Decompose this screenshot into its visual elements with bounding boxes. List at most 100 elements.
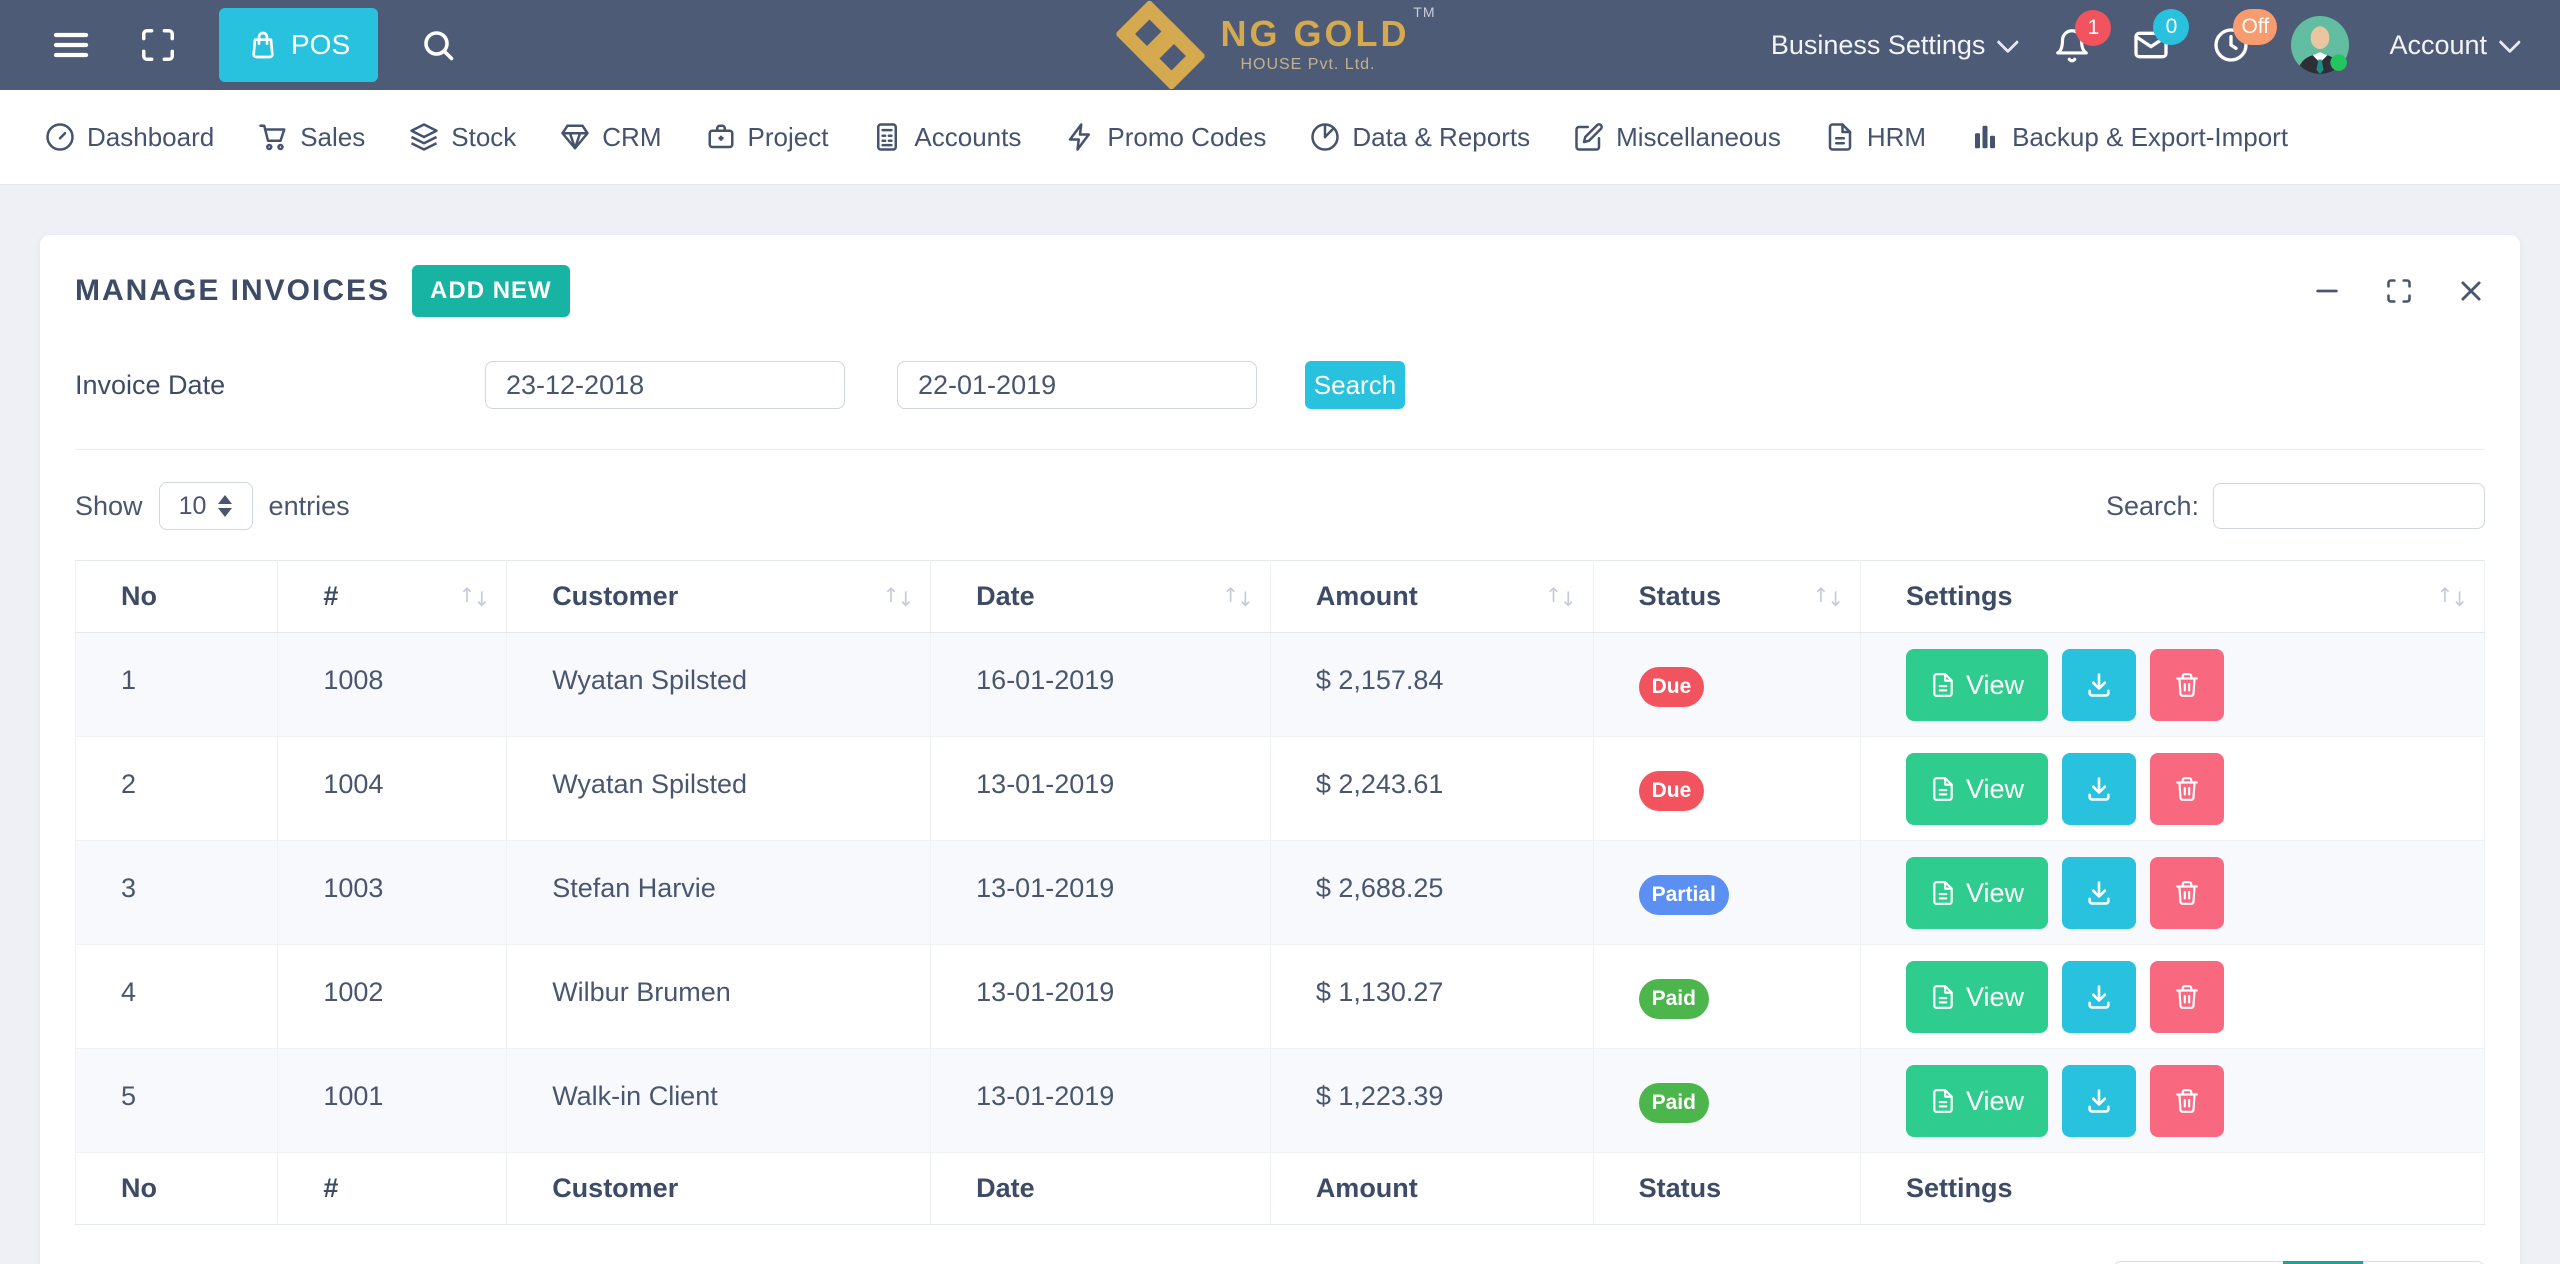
delete-button[interactable] xyxy=(2150,1065,2225,1137)
menu-item-sales[interactable]: Sales xyxy=(258,122,365,153)
download-button[interactable] xyxy=(2062,857,2137,929)
invoices-table: No # Customer Date Amount Status Setting… xyxy=(74,560,2485,1225)
delete-button[interactable] xyxy=(2150,753,2225,825)
download-button[interactable] xyxy=(2062,961,2137,1033)
date-from-input[interactable] xyxy=(485,361,845,409)
download-button[interactable] xyxy=(2062,649,2137,721)
col-header-status[interactable]: Status xyxy=(1592,560,1862,633)
menu-item-backup-export-import[interactable]: Backup & Export-Import xyxy=(1970,122,2288,153)
fullscreen-icon[interactable] xyxy=(139,26,177,64)
search-icon[interactable] xyxy=(420,27,456,63)
notifications-button[interactable]: 1 xyxy=(2053,10,2112,64)
col-header-customer[interactable]: Customer xyxy=(506,560,932,633)
download-button[interactable] xyxy=(2062,753,2137,825)
invoice-row: 1 1008 Wyatan Spilsted 16-01-2019 $ 2,157.84… xyxy=(74,632,2485,737)
bar-chart-icon xyxy=(1970,122,2000,152)
col-header-settings[interactable]: Settings xyxy=(1860,560,2485,633)
divider xyxy=(75,449,2485,450)
invoice-row: 5 1001 Walk-in Client 13-01-2019 $ 1,223.39 P… xyxy=(74,1048,2485,1153)
status-badge: Due xyxy=(1638,667,1705,707)
menu-item-dashboard[interactable]: Dashboard xyxy=(45,122,214,153)
menu-item-stock[interactable]: Stock xyxy=(409,122,516,153)
date-to-input[interactable] xyxy=(897,361,1257,409)
cell-customer: Stefan Harvie xyxy=(506,840,932,945)
view-button[interactable]: View xyxy=(1906,1065,2049,1137)
cell-ref: 1008 xyxy=(277,632,508,737)
show-label: Show xyxy=(75,490,143,521)
business-settings-label: Business Settings xyxy=(1770,29,1986,60)
menu-item-miscellaneous[interactable]: Miscellaneous xyxy=(1574,122,1781,153)
cell-date: 13-01-2019 xyxy=(930,1048,1271,1153)
view-button[interactable]: View xyxy=(1906,649,2049,721)
message-count-badge: 0 xyxy=(2153,9,2190,45)
invoice-row: 4 1002 Wilbur Brumen 13-01-2019 $ 1,130.27 Pa… xyxy=(74,944,2485,1049)
menu-item-accounts[interactable]: Accounts xyxy=(872,122,1021,153)
menu-item-crm[interactable]: CRM xyxy=(560,122,662,153)
zap-icon xyxy=(1065,122,1095,152)
avatar[interactable] xyxy=(2291,16,2350,74)
col-header-no[interactable]: No xyxy=(74,560,279,633)
account-dropdown[interactable]: Account xyxy=(2389,29,2522,61)
cell-no: 3 xyxy=(74,840,279,945)
sort-icon xyxy=(1545,585,1577,609)
entries-select[interactable]: 10 xyxy=(158,482,253,530)
dashboard-icon xyxy=(45,122,75,152)
download-button[interactable] xyxy=(2062,1065,2137,1137)
cell-amount: $ 2,243.61 xyxy=(1269,736,1594,841)
filter-search-button[interactable]: Search xyxy=(1305,361,1405,409)
menu-item-data-reports[interactable]: Data & Reports xyxy=(1310,122,1530,153)
cell-date: 16-01-2019 xyxy=(930,632,1271,737)
menu-item-hrm[interactable]: HRM xyxy=(1825,122,1926,153)
view-button[interactable]: View xyxy=(1906,961,2049,1033)
view-button[interactable]: View xyxy=(1906,753,2049,825)
business-settings-dropdown[interactable]: Business Settings xyxy=(1770,29,2020,61)
menu-item-promo-codes[interactable]: Promo Codes xyxy=(1065,122,1266,153)
cell-status: Due xyxy=(1592,736,1862,841)
close-icon[interactable] xyxy=(2457,277,2485,305)
collapse-icon[interactable] xyxy=(2313,277,2341,305)
cell-amount: $ 1,223.39 xyxy=(1269,1048,1594,1153)
col-header-amount[interactable]: Amount xyxy=(1269,560,1594,633)
col-header-date[interactable]: Date xyxy=(930,560,1271,633)
trash-icon xyxy=(2174,1088,2200,1114)
footer-col-no: No xyxy=(74,1152,279,1225)
shopping-bag-icon xyxy=(247,29,279,61)
manage-invoices-panel: MANAGE INVOICES ADD NEW Invoice Date Sea… xyxy=(40,235,2520,1264)
menu-item-project[interactable]: Project xyxy=(706,122,828,153)
calculator-icon xyxy=(872,122,902,152)
pie-chart-icon xyxy=(1310,122,1340,152)
cell-status: Paid xyxy=(1592,1048,1862,1153)
menu-icon[interactable] xyxy=(45,25,97,65)
invoice-date-label: Invoice Date xyxy=(75,369,226,400)
cell-customer: Walk-in Client xyxy=(506,1048,932,1153)
messages-button[interactable]: 0 xyxy=(2131,9,2190,65)
file-text-icon xyxy=(1825,122,1855,152)
clock-button[interactable]: Off xyxy=(2211,9,2278,65)
expand-icon[interactable] xyxy=(2385,277,2413,305)
sort-icon xyxy=(1812,585,1844,609)
download-icon xyxy=(2085,983,2113,1011)
logo-diamond-icon xyxy=(1116,1,1205,89)
delete-button[interactable] xyxy=(2150,961,2225,1033)
cell-status: Partial xyxy=(1592,840,1862,945)
delete-button[interactable] xyxy=(2150,649,2225,721)
cell-ref: 1002 xyxy=(277,944,508,1049)
sort-icon xyxy=(2436,585,2468,609)
brand-logo: TM NG GOLD HOUSE Pvt. Ltd. xyxy=(1116,1,1444,89)
logo-tm: TM xyxy=(1413,4,1436,20)
cell-settings: View xyxy=(1860,944,2485,1049)
trash-icon xyxy=(2174,880,2200,906)
pos-button-label: POS xyxy=(291,29,351,60)
cell-customer: Wyatan Spilsted xyxy=(506,736,932,841)
pos-button[interactable]: POS xyxy=(219,8,379,82)
file-text-icon xyxy=(1930,880,1956,906)
col-header-ref[interactable]: # xyxy=(277,560,508,633)
table-search-input[interactable] xyxy=(2213,483,2485,529)
delete-button[interactable] xyxy=(2150,857,2225,929)
account-label: Account xyxy=(2389,29,2487,60)
add-new-button[interactable]: ADD NEW xyxy=(412,265,570,317)
view-button[interactable]: View xyxy=(1906,857,2049,929)
cell-no: 1 xyxy=(74,632,279,737)
sort-icon xyxy=(1222,585,1254,609)
footer-col-ref: # xyxy=(277,1152,508,1225)
